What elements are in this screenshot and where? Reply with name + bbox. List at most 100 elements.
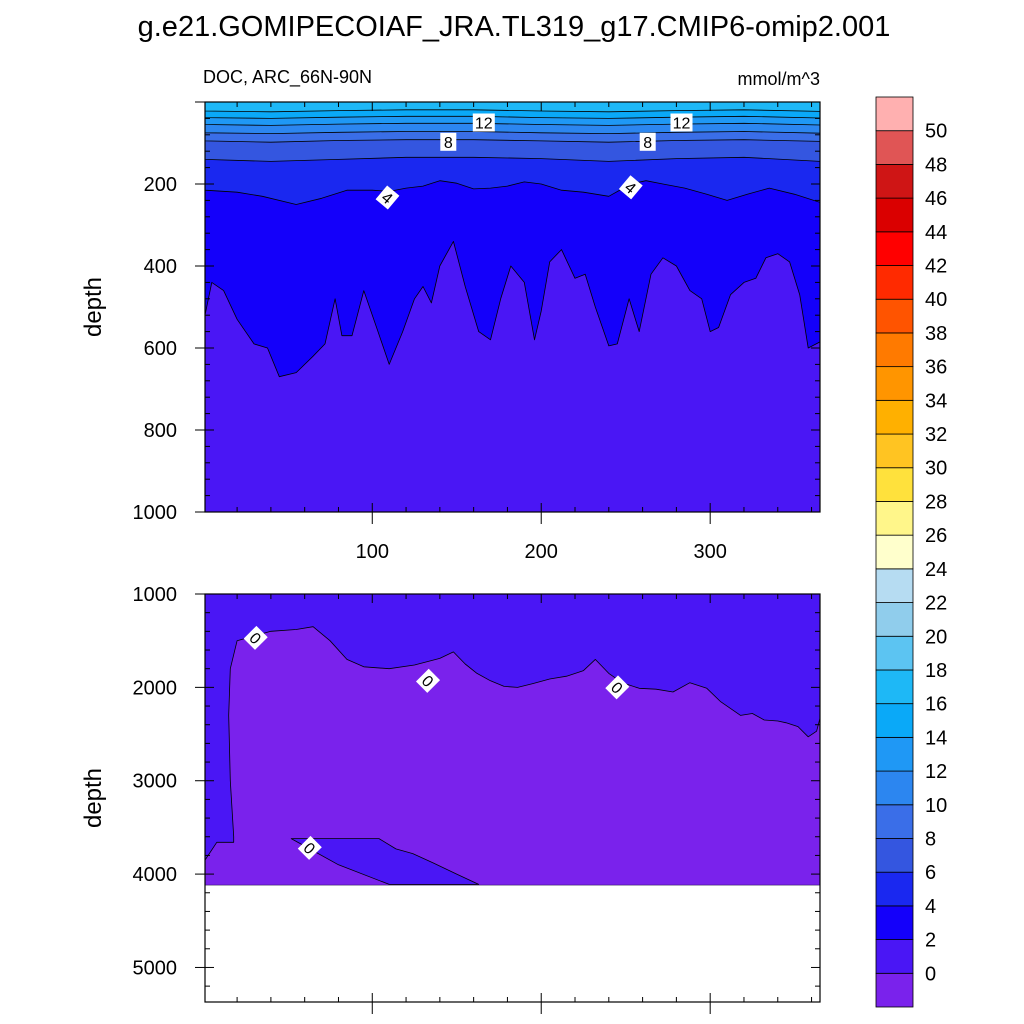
upper-contour-label-text: 8 xyxy=(444,135,453,152)
lower-contour-label: 0 xyxy=(297,835,322,860)
upper-contour-label-text: 12 xyxy=(673,116,691,133)
upper-x-tick-label: 300 xyxy=(693,541,726,563)
upper-y-axis-label: depth xyxy=(80,277,107,337)
colorbar-swatch xyxy=(875,736,914,772)
colorbar-level-label: 40 xyxy=(925,289,947,311)
lower-region-0-2 xyxy=(290,838,480,885)
colorbar-level-label: 14 xyxy=(925,727,947,749)
upper-y-tick-label: 800 xyxy=(144,420,177,442)
colorbar-level-label: 42 xyxy=(925,256,947,278)
colorbar-swatch xyxy=(875,972,914,1008)
lower-y-axis-label: depth xyxy=(80,768,107,828)
colorbar-level-label: 26 xyxy=(925,525,947,547)
colorbar-swatch xyxy=(875,130,914,165)
colorbar-level-label: 6 xyxy=(925,862,936,884)
colorbar-level-label: 20 xyxy=(925,626,947,648)
colorbar-swatch xyxy=(875,939,914,974)
upper-contour-label: 8 xyxy=(639,132,656,152)
colorbar-swatch xyxy=(875,602,914,637)
units-label: mmol/m^3 xyxy=(738,69,820,89)
colorbar-level-label: 8 xyxy=(925,828,936,850)
upper-y-tick-label: 200 xyxy=(144,174,177,196)
colorbar-swatch xyxy=(875,871,914,907)
upper-contour-label: 12 xyxy=(670,113,693,133)
colorbar-level-label: 12 xyxy=(925,761,947,783)
colorbar-level-label: 44 xyxy=(925,222,947,244)
upper-y-tick-label: 1000 xyxy=(133,502,178,524)
colorbar-swatch xyxy=(875,635,914,671)
colorbar-level-label: 38 xyxy=(925,323,947,345)
lower-contour-label: 0 xyxy=(415,668,441,693)
colorbar-level-label: 0 xyxy=(925,963,936,985)
upper-panel: 100 200 300 200 400 600 800 1000 depth 12 12 8 8 4 4 xyxy=(80,101,821,563)
upper-contour-fills xyxy=(205,102,820,512)
colorbar-level-label: 50 xyxy=(925,121,947,143)
colorbar-swatch xyxy=(875,332,914,368)
upper-contour-label: 4 xyxy=(618,175,643,200)
upper-x-tick-label: 200 xyxy=(525,541,558,563)
colorbar: 0246810121416182022242628303234363840424… xyxy=(875,96,947,1008)
colorbar-swatch xyxy=(875,770,914,806)
colorbar-swatch xyxy=(875,399,914,435)
upper-contour-label-text: 8 xyxy=(643,135,652,152)
colorbar-level-label: 28 xyxy=(925,491,947,513)
colorbar-swatch xyxy=(875,501,914,536)
lower-y-tick-label: 2000 xyxy=(133,677,178,699)
lower-plot-frame xyxy=(204,593,821,1003)
colorbar-swatch xyxy=(875,96,914,132)
lower-panel: 1000 2000 3000 4000 5000 depth 0 0 0 0 xyxy=(80,584,821,1014)
colorbar-swatch xyxy=(875,905,914,940)
colorbar-level-label: 34 xyxy=(925,390,947,412)
colorbar-swatch xyxy=(875,433,914,469)
colorbar-level-label: 4 xyxy=(925,896,936,918)
colorbar-swatch xyxy=(875,568,914,603)
lower-y-tick-label: 5000 xyxy=(133,957,178,979)
colorbar-swatch xyxy=(875,703,914,738)
lower-contour-fills xyxy=(205,594,820,886)
colorbar-swatch xyxy=(875,804,914,839)
colorbar-swatch xyxy=(875,467,914,502)
colorbar-swatch xyxy=(875,265,914,300)
colorbar-level-label: 16 xyxy=(925,694,947,716)
upper-contour-label: 12 xyxy=(472,113,495,133)
lower-y-tick-label: 3000 xyxy=(133,771,178,793)
colorbar-level-label: 10 xyxy=(925,795,947,817)
lower-contour-label: 0 xyxy=(243,625,268,650)
upper-y-ticks: 200 400 600 800 1000 xyxy=(133,101,820,524)
colorbar-level-label: 36 xyxy=(925,357,947,379)
lower-contour-label: 0 xyxy=(605,675,630,700)
lower-y-ticks: 1000 2000 3000 4000 5000 xyxy=(133,584,820,987)
colorbar-level-label: 2 xyxy=(925,930,936,952)
upper-y-tick-label: 600 xyxy=(144,338,177,360)
upper-x-ticks: 100 200 300 xyxy=(236,102,813,563)
colorbar-level-label: 18 xyxy=(925,660,947,682)
lower-x-ticks xyxy=(236,594,813,1014)
upper-contour-label: 4 xyxy=(375,185,400,210)
colorbar-level-label: 48 xyxy=(925,154,947,176)
colorbar-swatch xyxy=(875,197,914,233)
upper-x-tick-label: 100 xyxy=(356,541,389,563)
upper-contour-label-text: 12 xyxy=(475,116,493,133)
colorbar-level-label: 30 xyxy=(925,458,947,480)
figure-title: g.e21.GOMIPECOIAF_JRA.TL319_g17.CMIP6-om… xyxy=(138,11,891,43)
colorbar-level-label: 46 xyxy=(925,188,947,210)
colorbar-swatch xyxy=(875,298,914,334)
lower-y-tick-label: 1000 xyxy=(133,584,178,606)
upper-region-16-18 xyxy=(205,102,820,113)
variable-label: DOC, ARC_66N-90N xyxy=(203,67,372,88)
upper-y-tick-label: 400 xyxy=(144,256,177,278)
upper-plot-frame xyxy=(204,101,821,513)
colorbar-swatch xyxy=(875,534,914,570)
colorbar-level-label: 24 xyxy=(925,559,947,581)
colorbar-swatch xyxy=(875,231,914,266)
colorbar-swatch xyxy=(875,838,914,873)
colorbar-swatch xyxy=(875,669,914,705)
lower-y-tick-label: 4000 xyxy=(133,864,178,886)
colorbar-swatch xyxy=(875,164,914,199)
lower-region-<0 xyxy=(205,626,820,886)
colorbar-swatch xyxy=(875,366,914,401)
colorbar-level-label: 22 xyxy=(925,593,947,615)
colorbar-level-label: 32 xyxy=(925,424,947,446)
upper-contour-label: 8 xyxy=(440,132,457,152)
